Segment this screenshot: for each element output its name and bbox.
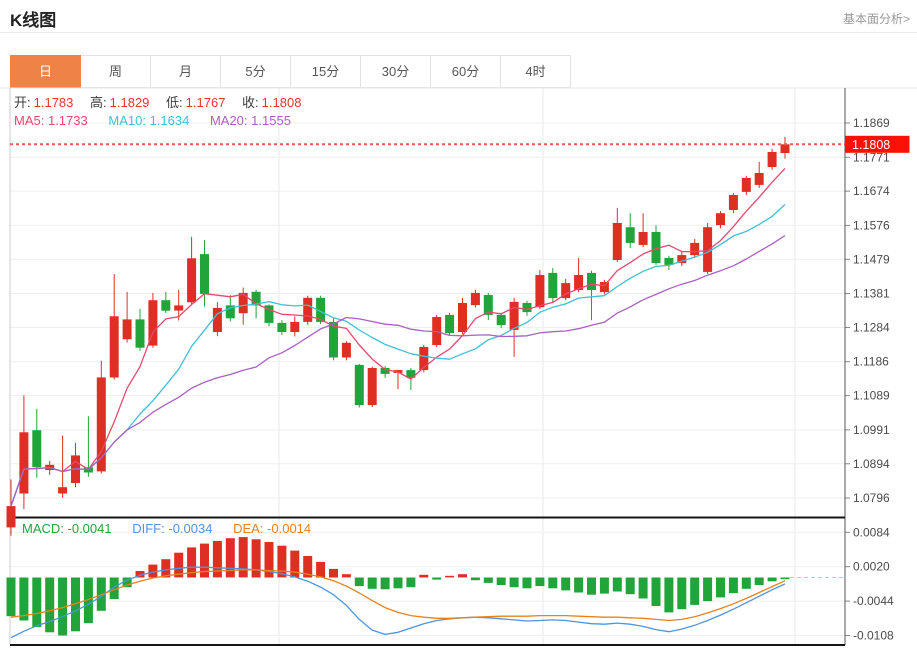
tab-日[interactable]: 日 xyxy=(10,55,81,88)
page-title: K线图 xyxy=(10,11,57,30)
svg-text:1.1381: 1.1381 xyxy=(853,287,890,301)
dea-line xyxy=(10,569,786,622)
diff-value-legend: DIFF: -0.0034 xyxy=(132,521,213,536)
svg-text:-0.0108: -0.0108 xyxy=(853,629,894,643)
fundamental-analysis-link[interactable]: 基本面分析> xyxy=(842,12,910,26)
close-label: 收: xyxy=(242,95,259,110)
close-pair: 收: 1.1808 xyxy=(242,95,301,110)
open-pair: 开: 1.1783 xyxy=(14,95,73,110)
interval-tabs: 日周月 5分 15分 30分 60分 4时 xyxy=(10,55,571,88)
svg-text:0.0020: 0.0020 xyxy=(853,560,890,574)
svg-text:1.1674: 1.1674 xyxy=(853,184,890,198)
candlesticks-layer xyxy=(6,137,790,536)
open-value: 1.1783 xyxy=(33,95,74,110)
svg-text:1.1284: 1.1284 xyxy=(853,321,890,335)
macd-legend: MACD: -0.0041 DIFF: -0.0034 DEA: -0.0014 xyxy=(22,521,328,537)
svg-text:1.1576: 1.1576 xyxy=(853,218,890,232)
macd-value-legend: MACD: -0.0041 xyxy=(22,521,112,536)
macd-gridlines-and-axis-labels: 0.0084 0.0020 -0.0044 -0.0108 xyxy=(10,525,894,643)
low-label: 低: xyxy=(166,95,183,110)
ma10-legend: MA10: 1.1634 xyxy=(108,113,190,128)
header-divider xyxy=(0,32,917,33)
dea-value-legend: DEA: -0.0014 xyxy=(233,521,312,536)
high-value: 1.1829 xyxy=(109,95,150,110)
ma20-line xyxy=(10,234,786,507)
ohlc-legend: 开: 1.1783 高: 1.1829 低: 1.1767 收: 1.1808 xyxy=(14,95,314,111)
svg-text:1.1089: 1.1089 xyxy=(853,389,890,403)
ma20-legend: MA20: 1.1555 xyxy=(209,113,291,128)
current-price-badge-value: 1.1808 xyxy=(852,138,890,152)
svg-text:1.0796: 1.0796 xyxy=(853,491,890,505)
open-label: 开: xyxy=(14,95,31,110)
tab-30分[interactable]: 30分 xyxy=(361,55,431,88)
svg-text:1.1186: 1.1186 xyxy=(853,355,889,369)
tab-月[interactable]: 月 xyxy=(151,55,221,88)
tab-60分[interactable]: 60分 xyxy=(431,55,501,88)
low-value: 1.1767 xyxy=(185,95,226,110)
svg-text:-0.0044: -0.0044 xyxy=(853,594,894,608)
ma-legend: MA5: 1.1733 MA10: 1.1634 MA20: 1.1555 xyxy=(14,113,308,129)
high-label: 高: xyxy=(90,95,107,110)
high-pair: 高: 1.1829 xyxy=(90,95,149,110)
main-gridlines-and-y-axis-labels: 1.1869 1.1771 1.1674 1.1576 1.1479 1.1381 1.12… xyxy=(10,116,890,505)
close-value: 1.1808 xyxy=(261,95,302,110)
svg-text:1.1771: 1.1771 xyxy=(853,150,890,164)
current-price-badge xyxy=(845,135,910,153)
ma5-legend: MA5: 1.1733 xyxy=(14,113,88,128)
svg-text:1.1869: 1.1869 xyxy=(853,116,890,130)
diff-line xyxy=(10,566,786,639)
svg-text:1.1479: 1.1479 xyxy=(853,252,890,266)
svg-text:1.0991: 1.0991 xyxy=(853,423,890,437)
low-pair: 低: 1.1767 xyxy=(166,95,225,110)
svg-text:0.0084: 0.0084 xyxy=(853,525,890,539)
ma10-line xyxy=(10,204,786,507)
svg-text:1.0894: 1.0894 xyxy=(853,457,890,471)
ma5-line xyxy=(10,167,786,507)
tab-5分[interactable]: 5分 xyxy=(221,55,291,88)
